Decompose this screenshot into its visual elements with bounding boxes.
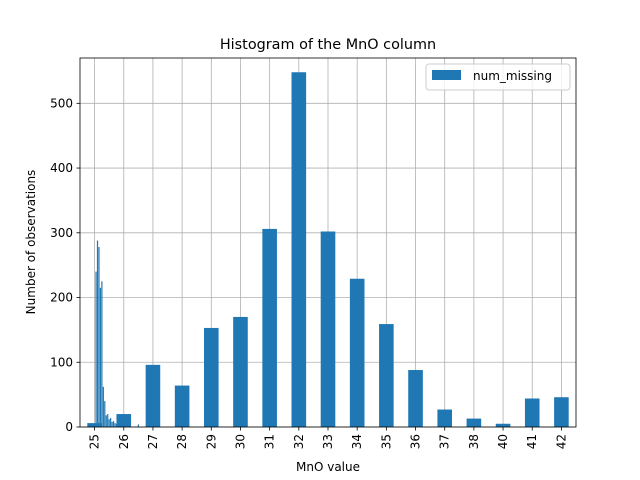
detail-bar — [118, 425, 120, 427]
bar-35 — [379, 324, 394, 427]
detail-bar — [95, 271, 97, 427]
detail-bar — [126, 425, 128, 427]
x-tick-label-38: 38 — [467, 434, 481, 449]
bar-27 — [145, 364, 161, 427]
detail-bar — [117, 424, 119, 427]
detail-bar — [137, 424, 139, 427]
detail-bar — [104, 401, 106, 427]
x-tick-label-42: 42 — [554, 434, 568, 449]
y-tick-label: 100 — [50, 355, 73, 369]
x-tick-label-41: 41 — [525, 434, 539, 449]
detail-bar — [108, 419, 110, 427]
y-axis-ticks: 0 100 200 300 400 500 — [50, 96, 80, 434]
detail-bar — [110, 417, 112, 427]
x-tick-label-32: 32 — [292, 434, 306, 449]
x-tick-label-25: 25 — [88, 434, 102, 449]
x-tick-label-36: 36 — [409, 434, 423, 449]
detail-bar — [105, 415, 107, 427]
legend: num_missing — [425, 63, 571, 91]
bar-28 — [174, 385, 190, 427]
y-axis-label: Number of observations — [24, 170, 38, 315]
detail-bar — [121, 425, 123, 427]
y-tick-label: 300 — [50, 226, 73, 240]
x-tick-label-31: 31 — [263, 434, 277, 449]
x-tick-label-33: 33 — [321, 434, 335, 449]
detail-bar — [107, 414, 109, 427]
detail-bar — [111, 421, 113, 427]
x-tick-label-37: 37 — [438, 434, 452, 449]
legend-swatch — [432, 70, 461, 80]
bar-34 — [349, 278, 365, 427]
detail-bar — [98, 247, 100, 427]
x-axis-ticks: 25 26 27 28 29 30 31 32 33 34 35 36 37 38 40 41 42 — [88, 427, 568, 449]
x-tick-label-27: 27 — [146, 434, 160, 449]
bar-33 — [320, 231, 336, 427]
x-tick-label-40: 40 — [496, 434, 510, 449]
detail-bars-group — [95, 240, 139, 427]
detail-bar — [114, 423, 116, 427]
x-tick-label-26: 26 — [117, 434, 131, 449]
detail-bar — [115, 423, 118, 427]
detail-bar — [120, 425, 122, 427]
bar-41 — [524, 398, 540, 427]
x-tick-label-30: 30 — [233, 434, 247, 449]
bar-29 — [204, 327, 219, 427]
bar-31 — [262, 228, 277, 427]
detail-bar — [112, 421, 115, 427]
bar-25 — [87, 423, 102, 427]
x-tick-label-35: 35 — [379, 434, 393, 449]
detail-bar — [96, 240, 99, 427]
detail-bar — [123, 425, 125, 427]
bar-42 — [554, 397, 569, 427]
y-tick-label: 200 — [50, 291, 73, 305]
detail-bar — [102, 386, 104, 427]
y-tick-label: 0 — [65, 420, 73, 434]
y-tick-label: 500 — [50, 96, 73, 110]
x-tick-label-28: 28 — [175, 434, 189, 449]
bars-group — [87, 72, 569, 428]
chart-title: Histogram of the MnO column — [220, 37, 436, 53]
x-tick-label-29: 29 — [204, 434, 218, 449]
legend-label: num_missing — [473, 69, 552, 83]
x-tick-label-34: 34 — [350, 434, 364, 449]
bar-36 — [408, 370, 423, 427]
x-axis-label: MnO value — [296, 460, 360, 474]
bar-37 — [437, 409, 452, 427]
bar-30 — [233, 316, 248, 427]
bar-40 — [495, 423, 511, 427]
bar-38 — [466, 418, 482, 427]
bar-26 — [116, 414, 132, 427]
detail-bar — [99, 287, 102, 427]
detail-bar — [101, 281, 103, 427]
legend-box — [425, 63, 571, 91]
bar-32 — [291, 72, 307, 428]
y-tick-label: 400 — [50, 161, 73, 175]
